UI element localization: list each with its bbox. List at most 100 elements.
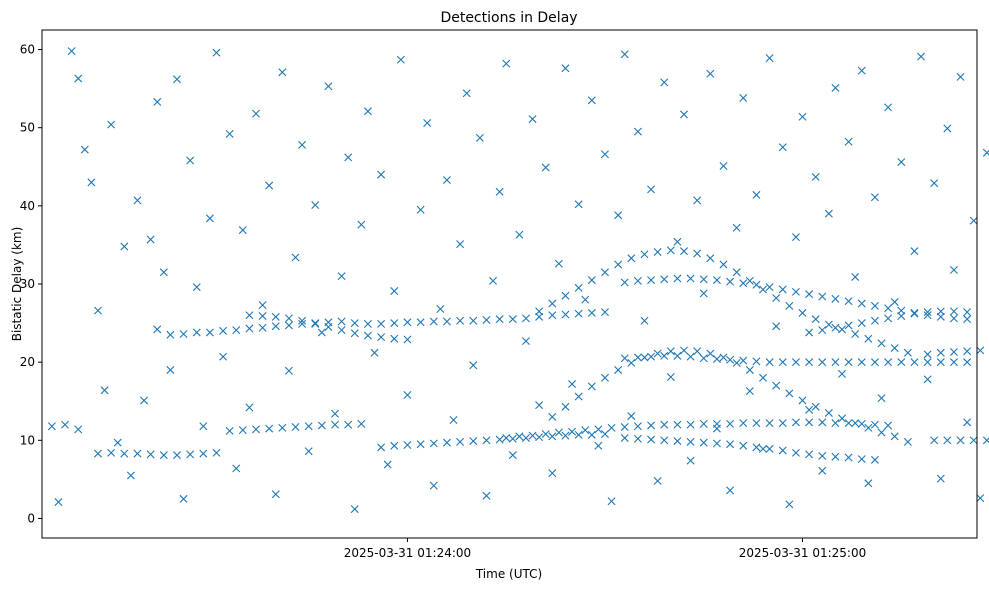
scatter-point bbox=[818, 358, 827, 367]
scatter-point bbox=[666, 347, 675, 356]
scatter-point bbox=[910, 247, 919, 256]
scatter-point bbox=[219, 352, 228, 361]
scatter-point bbox=[502, 59, 511, 68]
scatter-point bbox=[508, 434, 517, 443]
scatter-point bbox=[785, 389, 794, 398]
scatter-point bbox=[877, 394, 886, 403]
scatter-point bbox=[982, 148, 989, 157]
scatter-point bbox=[317, 421, 326, 430]
scatter-point bbox=[627, 358, 636, 367]
scatter-point bbox=[508, 315, 517, 324]
scatter-point bbox=[265, 181, 274, 190]
scatter-point bbox=[324, 322, 333, 331]
scatter-point bbox=[785, 500, 794, 509]
scatter-point bbox=[561, 402, 570, 411]
scatter-point bbox=[824, 320, 833, 329]
scatter-point bbox=[693, 249, 702, 258]
scatter-point bbox=[587, 276, 596, 285]
scatter-point bbox=[528, 115, 537, 124]
scatter-point bbox=[778, 419, 787, 428]
scatter-point bbox=[673, 351, 682, 360]
scatter-point bbox=[271, 322, 280, 331]
scatter-point bbox=[350, 319, 359, 328]
scatter-point bbox=[686, 437, 695, 446]
scatter-point bbox=[805, 450, 814, 459]
scatter-point bbox=[245, 324, 254, 333]
scatter-point bbox=[982, 436, 989, 445]
scatter-point bbox=[778, 285, 787, 294]
scatter-point bbox=[548, 412, 557, 421]
scatter-point bbox=[831, 452, 840, 461]
scatter-point bbox=[877, 339, 886, 348]
scatter-point bbox=[864, 479, 873, 488]
scatter-point bbox=[857, 299, 866, 308]
scatter-point bbox=[706, 69, 715, 78]
scatter-point bbox=[600, 150, 609, 159]
scatter-point bbox=[857, 455, 866, 464]
scatter-point bbox=[159, 268, 168, 277]
scatter-point bbox=[535, 433, 544, 442]
scatter-point bbox=[561, 431, 570, 440]
scatter-point bbox=[805, 328, 814, 337]
scatter-point bbox=[647, 352, 656, 361]
scatter-point bbox=[587, 96, 596, 105]
scatter-point bbox=[429, 317, 438, 326]
scatter-point bbox=[640, 250, 649, 259]
scatter-point bbox=[614, 365, 623, 374]
scatter-point bbox=[798, 112, 807, 121]
scatter-point bbox=[541, 430, 550, 439]
scatter-point bbox=[232, 464, 241, 473]
scatter-point bbox=[818, 418, 827, 427]
scatter-point bbox=[600, 373, 609, 382]
scatter-point bbox=[456, 240, 465, 249]
scatter-point bbox=[726, 355, 735, 364]
scatter-point bbox=[212, 48, 221, 57]
scatter-point bbox=[831, 358, 840, 367]
scatter-point bbox=[587, 382, 596, 391]
scatter-point bbox=[838, 414, 847, 423]
scatter-point bbox=[298, 140, 307, 149]
chart-title: Detections in Delay bbox=[440, 10, 577, 26]
scatter-point bbox=[568, 427, 577, 436]
scatter-point bbox=[824, 209, 833, 218]
scatter-point bbox=[620, 433, 629, 442]
scatter-point bbox=[607, 497, 616, 506]
scatter-point bbox=[456, 316, 465, 325]
scatter-point bbox=[759, 444, 767, 453]
scatter-point bbox=[903, 348, 912, 357]
scatter-point bbox=[765, 54, 774, 63]
scatter-point bbox=[133, 449, 142, 458]
scatter-point bbox=[772, 381, 781, 390]
scatter-point bbox=[390, 287, 399, 296]
scatter-point bbox=[495, 315, 504, 324]
scatter-point bbox=[739, 419, 748, 428]
scatter-point bbox=[377, 319, 386, 328]
scatter-point bbox=[146, 450, 155, 459]
x-axis-label: Time (UTC) bbox=[475, 567, 542, 581]
scatter-point bbox=[719, 161, 728, 170]
scatter-point bbox=[660, 420, 669, 429]
scatter-point bbox=[647, 435, 656, 444]
scatter-point bbox=[370, 348, 379, 357]
scatter-point bbox=[897, 358, 906, 367]
scatter-point bbox=[712, 439, 721, 448]
scatter-point bbox=[963, 347, 972, 356]
scatter-point bbox=[67, 47, 76, 56]
scatter-point bbox=[660, 351, 669, 360]
scatter-point bbox=[344, 420, 353, 429]
scatter-point bbox=[252, 425, 260, 434]
scatter-point bbox=[344, 153, 353, 162]
scatter-point bbox=[805, 405, 814, 414]
scatter-point bbox=[93, 449, 102, 458]
scatter-point bbox=[627, 412, 636, 421]
scatter-point bbox=[581, 426, 590, 435]
scatter-point bbox=[765, 283, 774, 292]
scatter-point bbox=[429, 439, 438, 448]
scatter-marks bbox=[47, 47, 989, 514]
scatter-point bbox=[949, 265, 958, 274]
scatter-point bbox=[811, 172, 820, 181]
scatter-point bbox=[495, 187, 504, 196]
scatter-point bbox=[917, 52, 926, 61]
scatter-point bbox=[396, 55, 405, 64]
scatter-point bbox=[205, 214, 214, 223]
